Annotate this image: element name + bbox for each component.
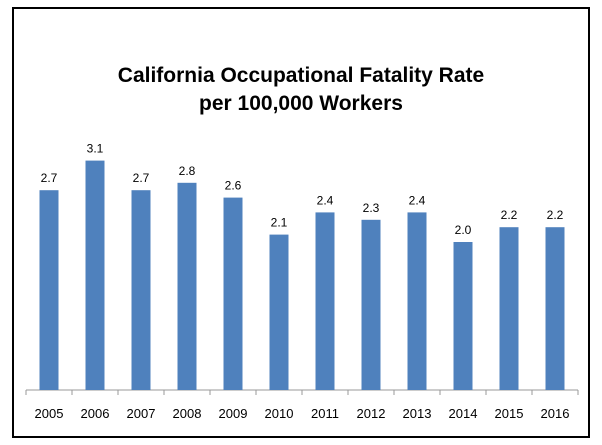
bar-2013 <box>407 212 427 390</box>
chart-title: California Occupational Fatality Rate <box>118 64 484 87</box>
x-tick-label: 2012 <box>357 406 386 421</box>
data-label: 2.7 <box>133 171 150 185</box>
chart-subtitle: per 100,000 Workers <box>199 92 403 115</box>
bar-2005 <box>39 190 59 390</box>
data-label: 2.6 <box>225 179 242 193</box>
bar-2016 <box>545 227 565 390</box>
x-tick-label: 2006 <box>81 406 110 421</box>
data-label: 2.2 <box>501 208 518 222</box>
x-tick-label: 2015 <box>495 406 524 421</box>
x-tick-label: 2007 <box>127 406 156 421</box>
x-tick-label: 2011 <box>311 406 339 421</box>
bar-2009 <box>223 197 243 390</box>
bar-2007 <box>131 190 151 390</box>
data-label: 2.4 <box>317 193 334 207</box>
x-tick-label: 2009 <box>219 406 248 421</box>
x-tick-label: 2013 <box>403 406 432 421</box>
x-tick-label: 2008 <box>173 406 202 421</box>
x-tick-label: 2014 <box>449 406 478 421</box>
bar-2008 <box>177 182 197 390</box>
bar-2011 <box>315 212 335 390</box>
bar-2014 <box>453 242 473 390</box>
x-tick-label: 2010 <box>265 406 294 421</box>
data-label: 2.7 <box>41 171 58 185</box>
bar-2015 <box>499 227 519 390</box>
data-label: 2.0 <box>455 223 472 237</box>
bar-2012 <box>361 219 381 390</box>
data-label: 2.4 <box>409 193 426 207</box>
bar-2006 <box>85 160 105 390</box>
data-label: 2.2 <box>547 208 564 222</box>
bar-2010 <box>269 234 289 390</box>
data-label: 2.1 <box>271 216 288 230</box>
data-label: 2.8 <box>179 164 196 178</box>
chart-frame <box>12 7 590 438</box>
data-label: 2.3 <box>363 201 380 215</box>
data-label: 3.1 <box>87 142 104 156</box>
x-tick-label: 2005 <box>35 406 64 421</box>
x-tick-label: 2016 <box>541 406 570 421</box>
